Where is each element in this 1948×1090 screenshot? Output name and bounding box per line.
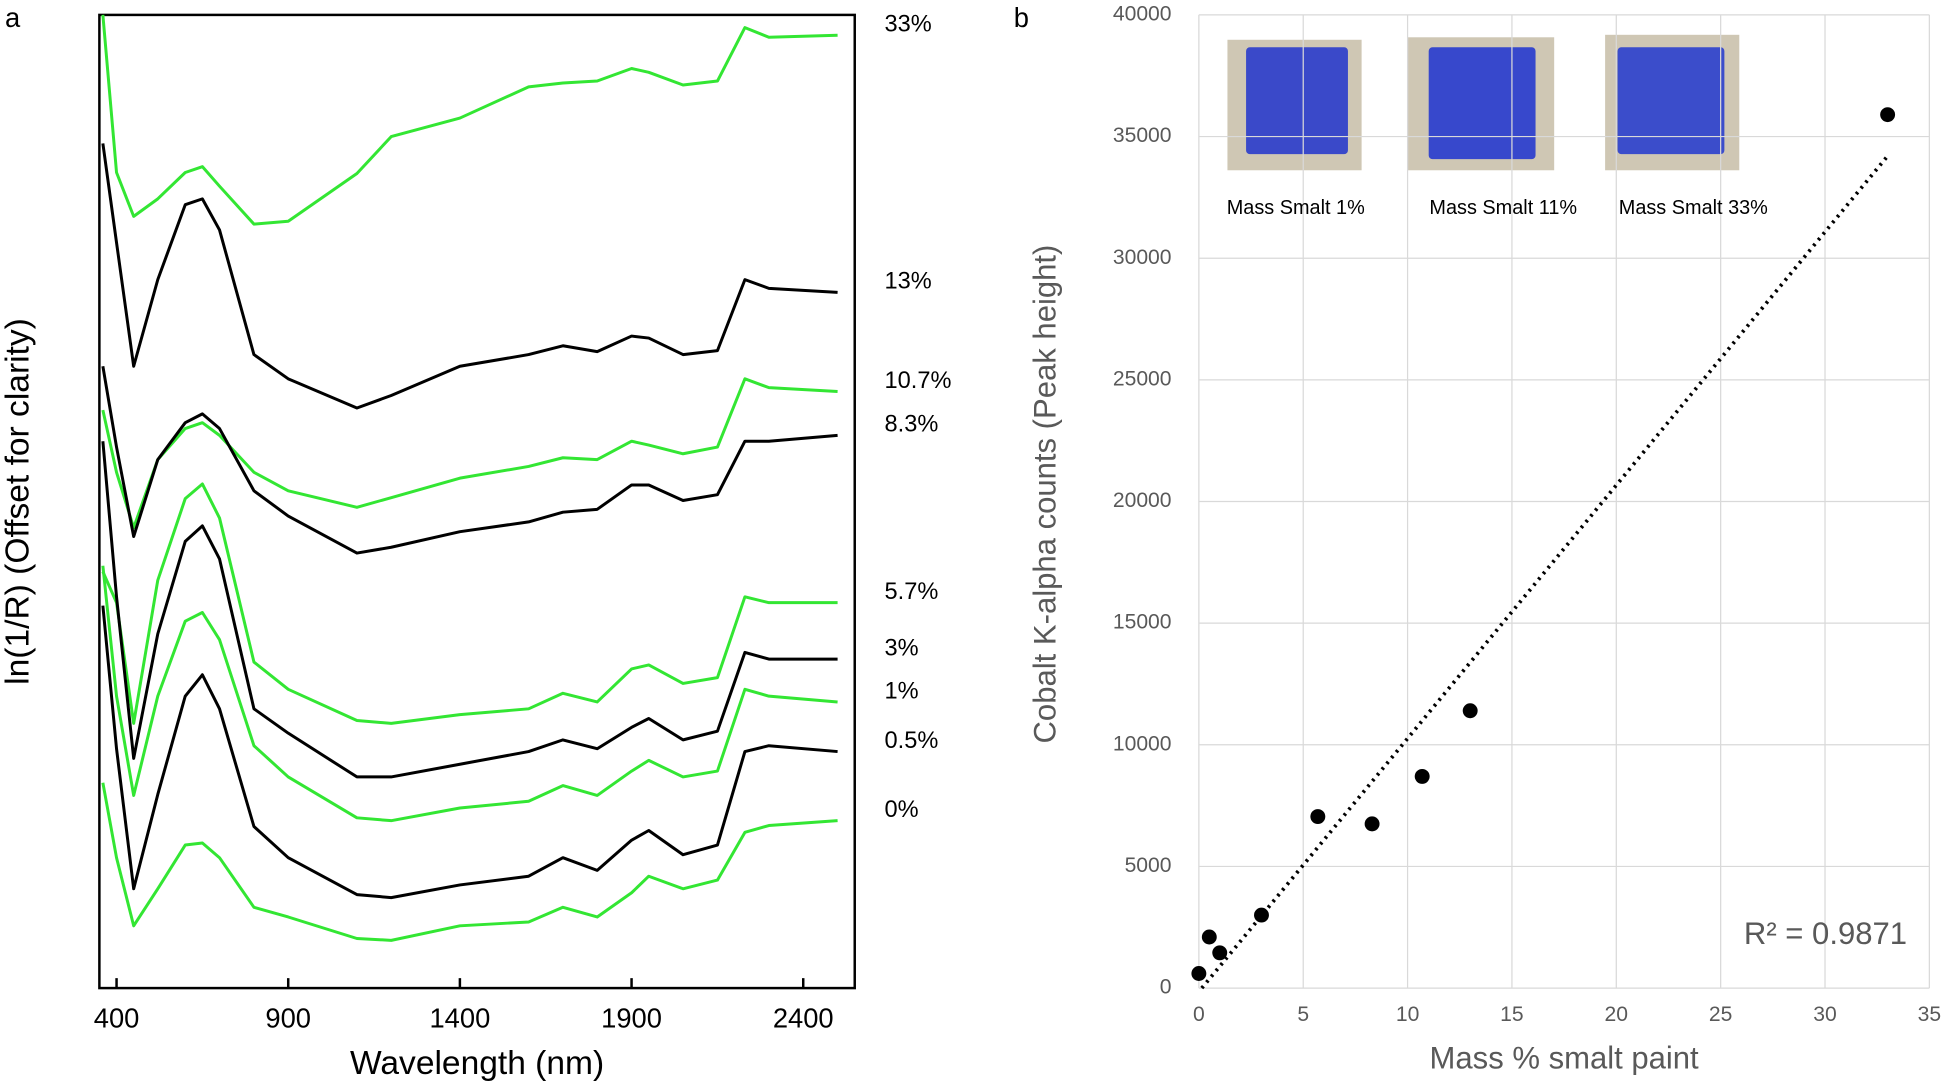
series-label: 0.5% (885, 728, 939, 754)
spectrum-line (101, 782, 838, 942)
data-point (1880, 107, 1896, 123)
spectrum-line (101, 377, 838, 530)
x-tick-label: 5 (1297, 1003, 1309, 1026)
spectrum-line (101, 565, 838, 823)
series-label: 8.3% (885, 412, 939, 438)
y-axis-title: Cobalt K-alpha counts (Peak height) (1028, 245, 1063, 744)
data-point (1212, 945, 1228, 961)
spectrum-line (101, 605, 838, 900)
data-point (1364, 816, 1380, 832)
x-tick-label: 400 (94, 1003, 140, 1034)
y-tick-label: 20000 (1113, 489, 1172, 512)
series-label: 5.7% (885, 579, 939, 605)
x-tick-label: 20 (1605, 1003, 1628, 1026)
x-tick-label: 900 (265, 1003, 311, 1034)
spectrum-line (101, 14, 838, 226)
spectrum-line (101, 482, 838, 725)
y-tick-label: 35000 (1113, 124, 1172, 147)
data-point (1201, 929, 1217, 945)
y-tick-label: 25000 (1113, 367, 1172, 390)
panel-label: b (1014, 2, 1029, 33)
y-axis-title: ln(1/R) (Offset for clarity) (0, 318, 37, 685)
series-label: 3% (885, 635, 919, 661)
sample-paint (1428, 47, 1536, 160)
sample-paint (1246, 47, 1348, 155)
series-label: 33% (885, 12, 932, 38)
x-tick-label: 30 (1813, 1003, 1836, 1026)
plot-frame (98, 13, 856, 990)
y-tick-label: 5000 (1125, 854, 1172, 877)
sample-paint (1617, 47, 1725, 155)
trendline (1200, 154, 1890, 990)
y-tick-label: 0 (1160, 976, 1172, 999)
data-point (1414, 768, 1430, 784)
data-point (1254, 907, 1269, 923)
series-label: 0% (885, 797, 919, 823)
panel-label: a (5, 2, 21, 33)
x-tick-label: 1400 (430, 1003, 491, 1034)
y-tick-label: 15000 (1113, 611, 1172, 634)
sample-images (1227, 34, 1740, 171)
x-tick-label: 25 (1709, 1003, 1732, 1026)
x-tick-label: 2400 (773, 1003, 834, 1034)
image-caption: Mass Smalt 1% (1227, 197, 1365, 219)
spectrum-line (101, 441, 838, 779)
series-label: 13% (885, 269, 932, 295)
x-tick-label: 15 (1500, 1003, 1523, 1026)
series-label: 1% (885, 678, 919, 704)
r-squared: R² = 0.9871 (1744, 916, 1907, 951)
x-tick-label: 10 (1396, 1003, 1419, 1026)
x-tick-label: 1900 (601, 1003, 662, 1034)
data-point (1462, 703, 1478, 719)
x-tick-label: 0 (1193, 1003, 1205, 1026)
data-point (1191, 966, 1207, 981)
y-tick-label: 40000 (1113, 2, 1172, 25)
x-tick-label: 35 (1918, 1003, 1941, 1026)
x-axis-title: Wavelength (nm) (350, 1045, 604, 1082)
y-tick-label: 10000 (1113, 732, 1172, 755)
image-caption: Mass Smalt 11% (1429, 197, 1577, 219)
x-axis-title: Mass % smalt paint (1430, 1040, 1699, 1075)
data-point (1310, 809, 1326, 825)
image-caption: Mass Smalt 33% (1619, 197, 1768, 219)
y-tick-label: 30000 (1113, 246, 1172, 269)
spectrum-line (101, 143, 838, 410)
series-label: 10.7% (885, 368, 952, 394)
spectrum-line (101, 366, 838, 555)
